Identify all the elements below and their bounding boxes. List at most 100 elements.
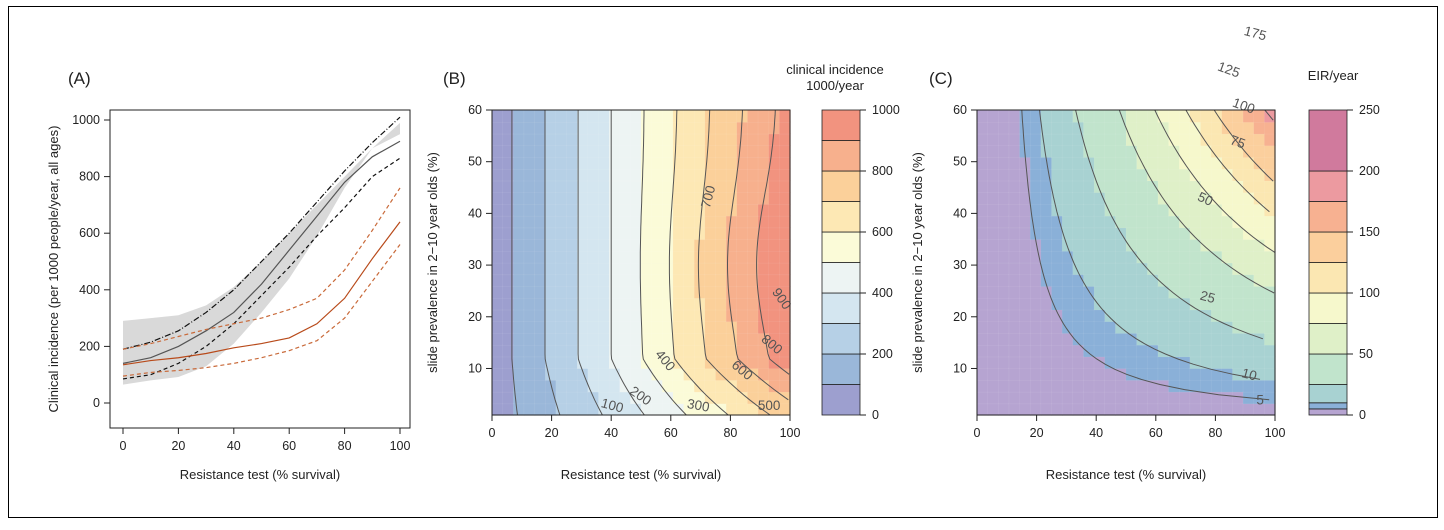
- x-tick-label: 80: [1208, 426, 1222, 440]
- y-tick-label: 60: [953, 103, 967, 117]
- legend-tick-label: 0: [872, 408, 879, 422]
- panel-a: 0 20 40 60 80 10002004006008001000Resistance …: [46, 109, 411, 482]
- y-tick-label-a: 400: [79, 283, 100, 297]
- y-tick-label: 50: [468, 155, 482, 169]
- y-tick-label: 10: [953, 361, 967, 375]
- legend-tick-label: 1000: [872, 103, 900, 117]
- y-axis-title-a: Clinical incidence (per 1000 people/year…: [46, 126, 61, 413]
- x-tick-label: 80: [723, 426, 737, 440]
- legend-title: EIR/year: [1308, 68, 1359, 83]
- legend-swatch: [821, 323, 861, 355]
- contour-label: 100: [600, 395, 626, 415]
- x-tick-label-a: 60: [282, 439, 296, 453]
- contour-label: 175: [1242, 23, 1268, 43]
- series-line-2: [122, 116, 401, 350]
- contour-line: [1039, 109, 1261, 380]
- contour-line: [668, 109, 729, 416]
- legend-title: 1000/year: [806, 78, 864, 93]
- x-tick-label: 60: [664, 426, 678, 440]
- y-tick-label-a: 0: [93, 396, 100, 410]
- x-axis-title: Resistance test (% survival): [1046, 467, 1206, 482]
- x-tick-label: 40: [1089, 426, 1103, 440]
- contour-label: 500: [758, 398, 781, 413]
- uncertainty-band: [123, 122, 400, 385]
- legend-swatch: [1308, 262, 1348, 294]
- legend-swatch: [1308, 109, 1348, 172]
- x-axis-title: Resistance test (% survival): [561, 467, 721, 482]
- y-axis-title: slide prevalence in 2−10 year olds (%): [425, 152, 440, 373]
- contour-line: [544, 110, 561, 416]
- contour-line: [511, 110, 518, 416]
- series-line-3: [122, 221, 401, 366]
- legend-swatch: [821, 292, 861, 324]
- figure-frame: [8, 6, 1438, 518]
- y-tick-label: 30: [468, 258, 482, 272]
- contour-label: 700: [698, 184, 718, 210]
- legend-tick-label: 800: [872, 164, 893, 178]
- x-axis-title-a: Resistance test (% survival): [180, 467, 340, 482]
- contour-line: [1154, 109, 1275, 253]
- legend-title: clinical incidence: [786, 62, 884, 77]
- contour-label: 125: [1216, 59, 1242, 81]
- contour-line: [1075, 109, 1264, 340]
- x-tick-label: 0: [489, 426, 496, 440]
- y-tick-label: 20: [468, 310, 482, 324]
- legend-swatch: [1308, 201, 1348, 233]
- x-tick-label: 100: [1265, 426, 1286, 440]
- y-tick-label: 60: [468, 103, 482, 117]
- contour-line: [756, 109, 790, 375]
- series-line-5: [122, 187, 401, 350]
- contour-line: [639, 110, 687, 416]
- contour-label: 300: [686, 396, 711, 415]
- legend-tick-label: 200: [1359, 164, 1380, 178]
- legend-tick-label: 150: [1359, 225, 1380, 239]
- contour-label: 5: [1256, 393, 1264, 408]
- y-tick-label: 50: [953, 155, 967, 169]
- y-tick-label: 20: [953, 310, 967, 324]
- panel-label-a: (A): [68, 69, 91, 88]
- contour-label: 50: [1195, 189, 1215, 209]
- y-tick-label-a: 1000: [72, 113, 100, 127]
- legend-swatch: [821, 201, 861, 233]
- y-tick-label: 10: [468, 361, 482, 375]
- legend-swatch: [821, 262, 861, 294]
- series-line-4: [122, 244, 401, 377]
- panel-label-c: (C): [929, 69, 953, 88]
- legend-swatch: [1308, 170, 1348, 202]
- legend-swatch: [821, 140, 861, 172]
- legend-swatch: [821, 170, 861, 202]
- contour-label: 75: [1228, 132, 1247, 151]
- x-tick-label-a: 100: [390, 439, 411, 453]
- series-line-0: [122, 140, 401, 364]
- legend-tick-label: 250: [1359, 103, 1380, 117]
- x-tick-label: 40: [604, 426, 618, 440]
- x-tick-label-a: 20: [171, 439, 185, 453]
- y-tick-label-a: 600: [79, 226, 100, 240]
- y-tick-label-a: 800: [79, 170, 100, 184]
- legend-swatch: [1308, 231, 1348, 263]
- legend-tick-label: 200: [872, 347, 893, 361]
- contour-line: [1118, 109, 1275, 294]
- legend-tick-label: 0: [1359, 408, 1366, 422]
- y-tick-label: 40: [468, 206, 482, 220]
- legend-tick-label: 50: [1359, 347, 1373, 361]
- y-tick-label: 40: [953, 206, 967, 220]
- legend-tick-label: 600: [872, 225, 893, 239]
- legend-swatch: [1308, 292, 1348, 324]
- y-tick-label: 30: [953, 258, 967, 272]
- contour-line: [577, 110, 603, 416]
- x-tick-label: 100: [780, 426, 801, 440]
- legend-swatch: [821, 353, 861, 385]
- contour-label: 100: [1231, 95, 1257, 117]
- contour-line: [1021, 109, 1270, 401]
- x-tick-label: 60: [1149, 426, 1163, 440]
- legend-swatch: [821, 109, 861, 141]
- contour-line: [727, 109, 789, 401]
- x-tick-label-a: 40: [227, 439, 241, 453]
- legend-swatch: [1308, 323, 1348, 355]
- x-tick-label: 20: [1030, 426, 1044, 440]
- x-tick-label-a: 0: [120, 439, 127, 453]
- x-tick-label: 0: [974, 426, 981, 440]
